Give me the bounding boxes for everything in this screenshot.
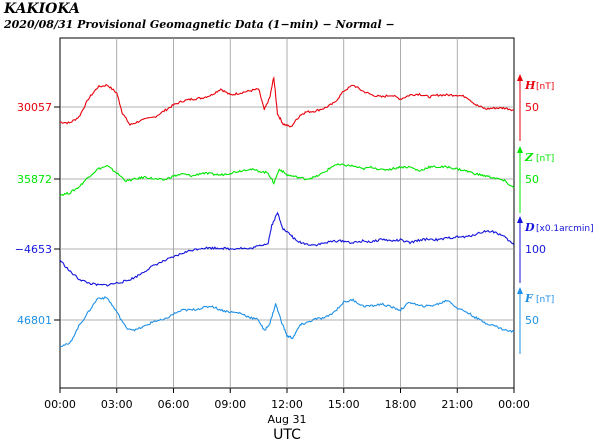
channel-unit-f: [nT] <box>536 295 554 305</box>
x-tick-label: 06:00 <box>158 398 190 411</box>
scale-arrow-z <box>517 146 523 153</box>
baseline-labels: 30057 35872 −4653 46801 <box>15 101 60 327</box>
x-axis: 00:00 03:00 06:00 09:00 12:00 15:00 18:00 21:00… <box>44 388 530 411</box>
x-tick-label: 18:00 <box>385 398 417 411</box>
x-date-label: Aug 31 <box>268 413 307 426</box>
x-tick-label: 03:00 <box>101 398 133 411</box>
series-line-d <box>59 211 515 287</box>
x-unit-label: UTC <box>273 427 301 443</box>
channel-scale-d: 100 <box>525 243 546 256</box>
channel-letter-d: D <box>524 221 535 234</box>
series-group <box>59 76 515 348</box>
channel-letter-f: F <box>524 292 534 305</box>
channel-unit-z: [nT] <box>536 154 554 164</box>
series-line-h <box>60 76 515 128</box>
baseline-label-d: −4653 <box>15 243 52 256</box>
station-title: KAKIOKA <box>3 1 80 17</box>
series-line-f <box>59 296 515 348</box>
grid <box>60 38 514 388</box>
x-tick-label: 09:00 <box>214 398 246 411</box>
x-tick-label: 21:00 <box>441 398 473 411</box>
channel-unit-d: [x0.1arcmin] <box>536 224 594 234</box>
channel-scale-z: 50 <box>525 173 539 186</box>
series-line-z <box>59 163 515 197</box>
baseline-label-f: 46801 <box>17 314 52 327</box>
chart-subtitle: 2020/08/31 Provisional Geomagnetic Data … <box>3 18 395 31</box>
x-tick-label: 00:00 <box>44 398 76 411</box>
baseline-label-h: 30057 <box>17 101 52 114</box>
channel-scale-h: 50 <box>525 101 539 114</box>
x-tick-label: 00:00 <box>498 398 530 411</box>
scale-arrow-d <box>517 216 523 223</box>
baseline-label-z: 35872 <box>17 173 52 186</box>
channel-unit-h: [nT] <box>536 82 554 92</box>
channel-scale-f: 50 <box>525 314 539 327</box>
scale-arrow-h <box>517 74 523 81</box>
x-tick-label: 12:00 <box>271 398 303 411</box>
channel-letter-z: Z <box>524 151 534 164</box>
channel-letter-h: H <box>524 79 536 92</box>
x-tick-label: 15:00 <box>328 398 360 411</box>
scale-arrow-f <box>517 287 523 294</box>
